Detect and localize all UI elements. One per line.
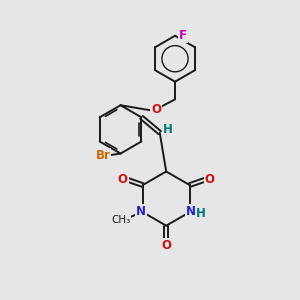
Text: Br: Br xyxy=(95,148,110,161)
Text: N: N xyxy=(136,205,146,218)
Text: O: O xyxy=(205,173,215,186)
Text: H: H xyxy=(196,206,206,220)
Text: N: N xyxy=(186,205,196,218)
Text: O: O xyxy=(151,103,161,116)
Text: O: O xyxy=(161,239,171,252)
Text: H: H xyxy=(163,123,173,136)
Text: F: F xyxy=(179,29,187,42)
Text: CH₃: CH₃ xyxy=(112,215,131,225)
Text: O: O xyxy=(118,173,128,186)
